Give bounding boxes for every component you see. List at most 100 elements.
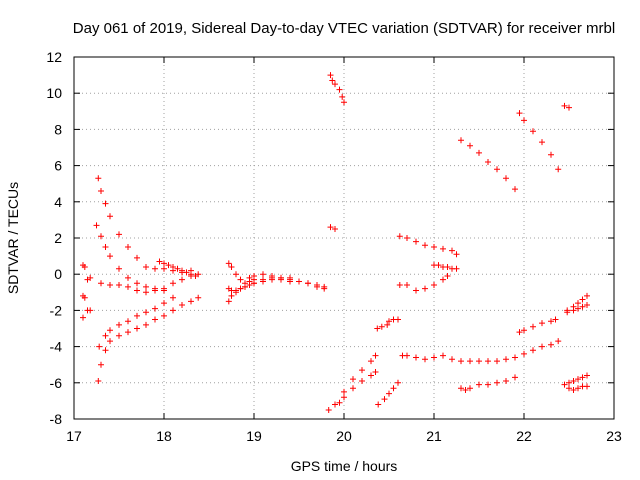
series-s17 <box>374 321 391 332</box>
data-point <box>188 271 194 278</box>
data-point <box>321 283 328 290</box>
series-s3 <box>98 271 202 296</box>
data-point <box>341 394 347 401</box>
data-point <box>570 377 577 384</box>
series-s20 <box>396 233 460 258</box>
data-point <box>260 271 266 278</box>
data-point <box>579 296 586 303</box>
series-s16 <box>336 368 379 406</box>
data-point <box>548 151 554 158</box>
data-point <box>453 265 460 272</box>
data-point <box>521 117 527 124</box>
data-point <box>192 273 199 280</box>
series-s26 <box>516 110 562 173</box>
data-point <box>246 282 253 289</box>
data-point <box>396 282 403 289</box>
data-point <box>246 274 253 281</box>
data-point <box>116 332 122 339</box>
data-point <box>444 263 451 270</box>
data-point <box>396 233 403 240</box>
data-point <box>327 224 334 231</box>
y-tick-label: -4 <box>50 339 63 355</box>
y-tick-label: -8 <box>50 411 63 427</box>
data-point <box>179 267 185 274</box>
data-point <box>521 350 527 357</box>
data-point <box>555 338 562 345</box>
data-point <box>584 301 590 308</box>
data-point <box>152 265 158 272</box>
grid-lines <box>74 57 614 419</box>
series-s23 <box>399 338 562 365</box>
series-s31 <box>561 372 590 388</box>
data-point <box>98 233 104 240</box>
x-axis-label: GPS time / hours <box>291 458 398 474</box>
data-point <box>476 149 482 156</box>
data-point <box>552 316 559 323</box>
data-point <box>152 305 158 312</box>
data-point <box>125 274 131 281</box>
data-point <box>260 278 266 285</box>
data-point <box>512 354 518 361</box>
data-point <box>584 292 590 299</box>
data-point <box>161 265 167 272</box>
data-point <box>395 379 401 386</box>
data-point <box>233 287 239 294</box>
data-point <box>107 338 113 345</box>
data-point <box>564 309 571 316</box>
data-point <box>95 175 102 182</box>
data-point <box>102 244 109 251</box>
data-point <box>467 142 473 149</box>
data-point <box>372 352 379 359</box>
data-point <box>251 280 257 287</box>
data-point <box>575 385 581 392</box>
y-tick-label: 8 <box>54 121 62 137</box>
y-tick-label: 0 <box>54 266 62 282</box>
data-point <box>374 325 381 332</box>
data-point <box>170 294 176 301</box>
data-point <box>440 245 446 252</box>
data-point <box>87 307 94 314</box>
data-point <box>339 93 346 100</box>
data-point <box>350 385 356 392</box>
data-point <box>143 309 149 316</box>
data-point <box>116 321 122 328</box>
series-s28 <box>516 316 559 336</box>
data-point <box>431 354 437 361</box>
x-tick-label: 23 <box>606 428 622 444</box>
data-point <box>444 273 451 280</box>
data-point <box>384 321 391 328</box>
data-point <box>404 282 410 289</box>
data-point <box>125 283 131 290</box>
y-axis-label: SDTVAR / TECUs <box>5 182 21 294</box>
data-point <box>494 379 500 386</box>
data-point <box>170 307 176 314</box>
x-tick-label: 21 <box>426 428 442 444</box>
x-tick-label: 18 <box>156 428 172 444</box>
data-point <box>372 368 379 375</box>
series-s14 <box>327 224 338 232</box>
data-point <box>332 81 338 88</box>
data-point <box>170 263 176 270</box>
data-point <box>575 300 581 307</box>
y-tick-label: -2 <box>50 302 63 318</box>
series-s19 <box>375 379 401 408</box>
data-point <box>579 374 586 381</box>
data-point <box>570 307 577 314</box>
data-point <box>462 387 469 394</box>
data-point <box>179 301 185 308</box>
series-s24 <box>458 374 518 394</box>
data-point <box>503 377 509 384</box>
data-point <box>381 396 388 403</box>
x-tick-label: 22 <box>516 428 532 444</box>
data-point <box>548 318 554 325</box>
data-point <box>521 327 527 334</box>
data-point <box>87 274 94 281</box>
data-point <box>530 347 536 354</box>
data-point <box>386 390 392 397</box>
data-point <box>134 312 140 319</box>
data-point <box>449 247 455 254</box>
data-point <box>332 225 338 232</box>
y-tick-label: 6 <box>54 158 62 174</box>
data-point <box>183 269 190 276</box>
data-point <box>435 262 442 269</box>
